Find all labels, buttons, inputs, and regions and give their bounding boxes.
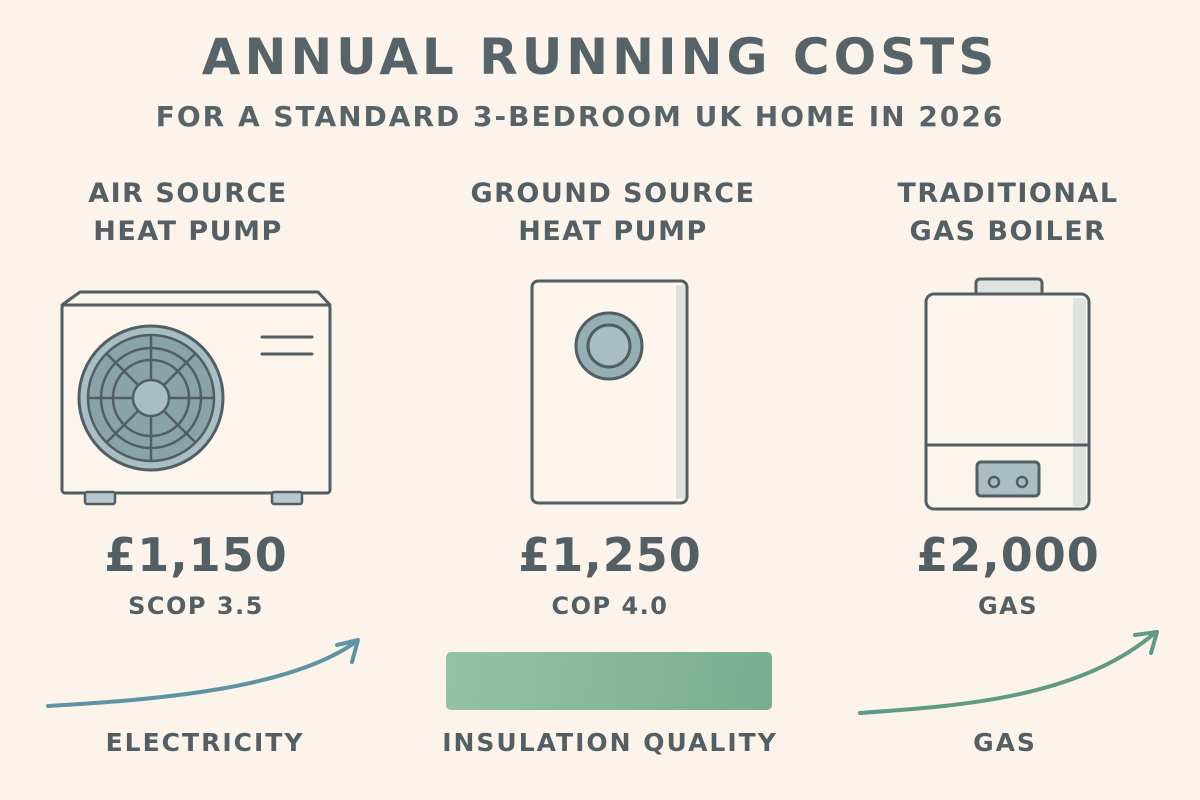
gas-boiler-title: TRADITIONAL GAS BOILER <box>828 175 1188 251</box>
gas-boiler-price: £2,000 <box>916 528 1100 582</box>
title-line-2: HEAT PUMP <box>93 216 283 247</box>
ground-source-price: £1,250 <box>518 528 702 582</box>
insulation-quality-label: INSULATION QUALITY <box>442 728 778 757</box>
electricity-label: ELECTRICITY <box>105 728 305 757</box>
gas-boiler-efficiency: GAS <box>977 592 1039 620</box>
air-source-title: AIR SOURCE HEAT PUMP <box>8 175 368 251</box>
title-line-1: TRADITIONAL <box>897 178 1119 209</box>
air-source-efficiency: SCOP 3.5 <box>128 592 264 620</box>
page-subtitle: FOR A STANDARD 3-BEDROOM UK HOME IN 2026 <box>155 100 1005 133</box>
ground-source-title: GROUND SOURCE HEAT PUMP <box>433 175 793 251</box>
page-title: ANNUAL RUNNING COSTS <box>201 28 999 86</box>
ground-source-efficiency: COP 4.0 <box>551 592 669 620</box>
title-line-2: HEAT PUMP <box>518 216 708 247</box>
title-line-1: AIR SOURCE <box>88 178 288 209</box>
insulation-quality-bar <box>446 652 772 710</box>
title-line-1: GROUND SOURCE <box>470 178 756 209</box>
title-line-2: GAS BOILER <box>909 216 1107 247</box>
air-source-price: £1,150 <box>104 528 288 582</box>
gas-label: GAS <box>973 728 1037 757</box>
